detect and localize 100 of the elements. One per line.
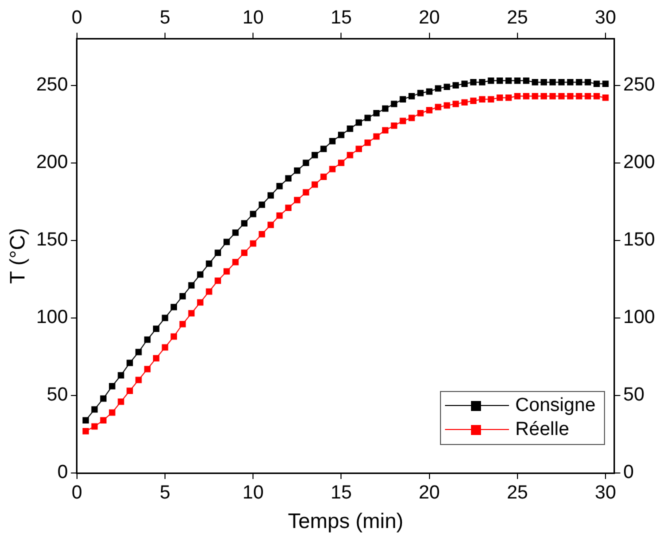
point: [417, 110, 424, 116]
point: [558, 92, 565, 100]
legend-label: Consigne: [515, 395, 596, 417]
point: [532, 79, 538, 86]
x-tick-label: 5: [160, 482, 170, 504]
y2-tick-label: 100: [623, 307, 655, 328]
point: [364, 140, 371, 146]
point: [135, 348, 142, 356]
point: [390, 100, 398, 108]
point: [188, 282, 195, 289]
point: [206, 260, 212, 267]
point: [258, 231, 266, 238]
point: [444, 84, 450, 90]
x-tick-label: 25: [506, 482, 528, 504]
y-tick-label: 50: [46, 384, 68, 406]
y2-tick-label: 50: [623, 384, 644, 406]
legend-label: Réelle: [515, 419, 570, 441]
point: [505, 77, 512, 84]
point: [232, 258, 239, 266]
point: [162, 314, 168, 322]
x2-tick-label: 25: [506, 8, 528, 29]
point: [250, 240, 256, 247]
point: [514, 92, 521, 100]
point: [584, 79, 592, 86]
point: [567, 92, 574, 100]
x-tick-label: 0: [72, 482, 82, 504]
point: [426, 88, 432, 95]
point: [434, 85, 442, 92]
point: [478, 79, 486, 86]
point: [549, 92, 556, 100]
point: [285, 204, 292, 212]
point: [346, 126, 354, 132]
point: [241, 250, 248, 256]
point: [532, 92, 538, 100]
point: [320, 146, 327, 152]
point: [540, 92, 548, 100]
point: [356, 146, 362, 152]
point: [567, 79, 574, 86]
point: [576, 92, 582, 100]
point: [100, 417, 107, 424]
point: [82, 428, 89, 434]
point: [241, 220, 248, 227]
point: [312, 152, 318, 158]
point: [276, 182, 283, 190]
point: [602, 94, 609, 101]
point: [82, 417, 89, 424]
point: [144, 366, 151, 372]
y2-tick-label: 200: [623, 152, 655, 174]
point: [188, 310, 195, 316]
x-tick-label: 30: [594, 482, 616, 504]
point: [285, 175, 292, 182]
point: [426, 106, 432, 114]
point: [576, 79, 582, 86]
point: [170, 304, 177, 310]
point: [294, 167, 300, 174]
point: [356, 119, 362, 126]
point: [470, 79, 477, 86]
y-tick-label: 200: [36, 152, 68, 174]
point: [478, 96, 486, 102]
point: [250, 210, 256, 218]
y2-tick-label: 150: [623, 230, 655, 251]
x-tick-label: 10: [242, 482, 264, 504]
x-tick-label: 15: [330, 482, 352, 504]
point: [329, 138, 336, 144]
point: [417, 90, 424, 96]
point: [223, 238, 230, 246]
point: [496, 94, 503, 101]
point: [329, 166, 336, 172]
point: [144, 336, 151, 343]
point: [258, 202, 266, 208]
point: [302, 160, 310, 166]
point: [461, 99, 468, 106]
point: [214, 278, 222, 284]
x2-tick-label: 30: [594, 8, 616, 29]
point: [488, 77, 494, 84]
point: [452, 82, 459, 89]
point: [400, 118, 406, 124]
point: [390, 122, 398, 129]
y-tick-label: 150: [36, 230, 68, 251]
point: [382, 127, 388, 134]
x2-tick-label: 0: [72, 8, 82, 29]
point: [153, 326, 160, 332]
point: [523, 77, 530, 84]
y2-tick-label: 0: [623, 462, 634, 484]
point: [496, 77, 503, 84]
point: [523, 92, 530, 100]
point: [346, 152, 354, 158]
x2-tick-label: 10: [242, 8, 264, 29]
point: [126, 360, 133, 366]
point: [276, 212, 283, 219]
point: [558, 79, 565, 86]
point: [373, 110, 380, 116]
x-axis-title: Temps (min): [288, 510, 404, 534]
point: [434, 104, 442, 110]
point: [505, 94, 512, 101]
point: [118, 372, 124, 378]
point: [452, 100, 459, 108]
point: [400, 96, 406, 102]
point: [170, 333, 177, 340]
point: [135, 376, 142, 384]
